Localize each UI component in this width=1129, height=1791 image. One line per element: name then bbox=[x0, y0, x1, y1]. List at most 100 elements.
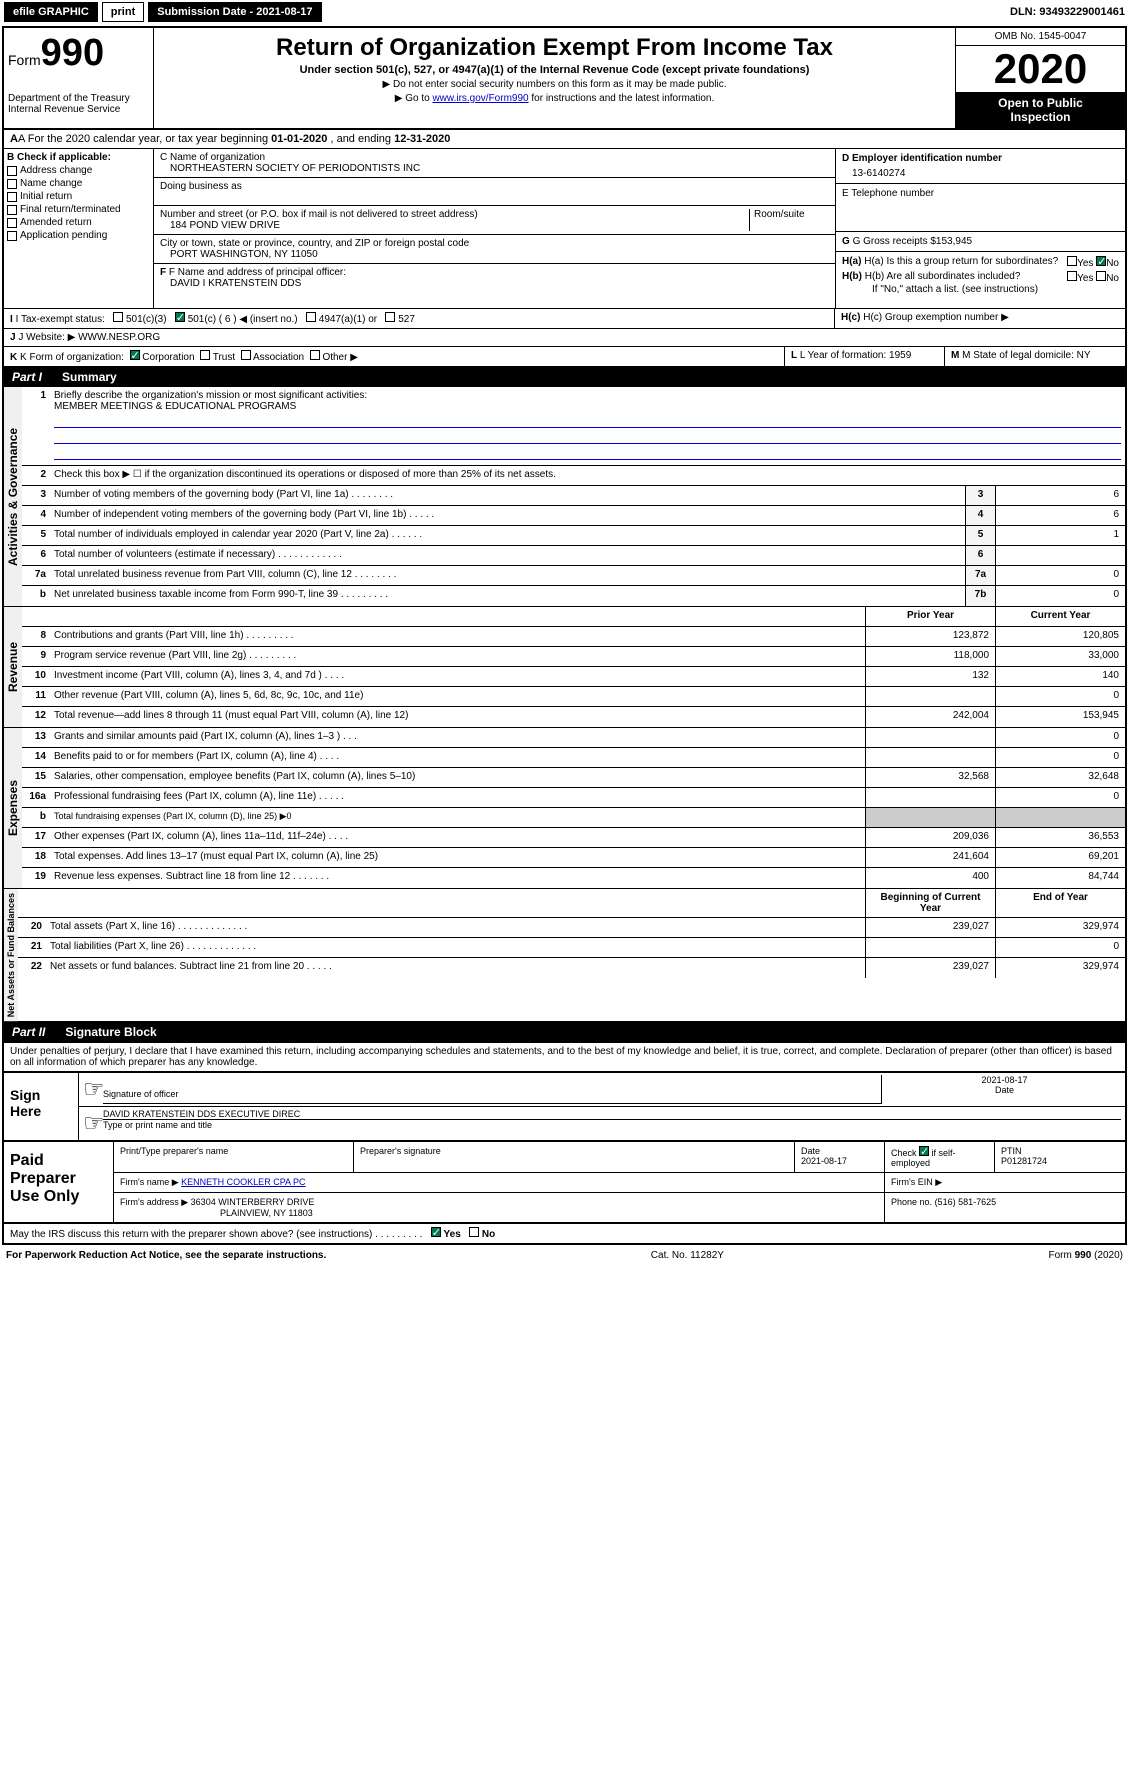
b-checkbox[interactable] bbox=[7, 179, 17, 189]
revenue-label: Revenue bbox=[4, 607, 22, 727]
discuss-yes-checkbox[interactable] bbox=[431, 1227, 441, 1237]
expenses-section: Expenses 13Grants and similar amounts pa… bbox=[4, 728, 1125, 889]
part1-header: Part I Summary bbox=[4, 367, 1125, 387]
public-inspection: Open to Public Inspection bbox=[956, 92, 1125, 128]
trust-checkbox[interactable] bbox=[200, 350, 210, 360]
col-c: C Name of organization NORTHEASTERN SOCI… bbox=[154, 149, 835, 308]
self-employed-checkbox[interactable] bbox=[919, 1146, 929, 1156]
527-checkbox[interactable] bbox=[385, 312, 395, 322]
hb-yes-checkbox[interactable] bbox=[1067, 271, 1077, 281]
year-block: OMB No. 1545-0047 2020 Open to Public In… bbox=[955, 28, 1125, 128]
discuss-row: May the IRS discuss this return with the… bbox=[4, 1224, 1125, 1243]
summary-line: 10Investment income (Part VIII, column (… bbox=[22, 667, 1125, 687]
efile-label: efile GRAPHIC bbox=[4, 2, 98, 22]
corp-checkbox[interactable] bbox=[130, 350, 140, 360]
summary-line: bTotal fundraising expenses (Part IX, co… bbox=[22, 808, 1125, 828]
state-domicile: NY bbox=[1077, 350, 1091, 361]
ptin: P01281724 bbox=[1001, 1156, 1119, 1166]
group-return-row: H(a) H(a) Is this a group return for sub… bbox=[836, 252, 1125, 299]
sign-date: 2021-08-17 bbox=[888, 1075, 1121, 1085]
mission-text: MEMBER MEETINGS & EDUCATIONAL PROGRAMS bbox=[54, 401, 296, 412]
form-header: Form990 Department of the Treasury Inter… bbox=[4, 28, 1125, 130]
b-checkbox[interactable] bbox=[7, 166, 17, 176]
row-i: I I Tax-exempt status: 501(c)(3) 501(c) … bbox=[4, 309, 1125, 329]
preparer-date: 2021-08-17 bbox=[801, 1156, 878, 1166]
b-item-label: Initial return bbox=[20, 191, 72, 202]
firm-name-link[interactable]: KENNETH COOKLER CPA PC bbox=[181, 1177, 305, 1187]
section-bcd: B Check if applicable: Address changeNam… bbox=[4, 149, 1125, 309]
discuss-no-checkbox[interactable] bbox=[469, 1227, 479, 1237]
gross-receipts-row: G G Gross receipts $153,945 bbox=[836, 232, 1125, 252]
sign-here-label: Sign Here bbox=[4, 1073, 79, 1140]
summary-line: 15Salaries, other compensation, employee… bbox=[22, 768, 1125, 788]
summary-line: 7aTotal unrelated business revenue from … bbox=[22, 566, 1125, 586]
assoc-checkbox[interactable] bbox=[241, 350, 251, 360]
form-word: Form bbox=[8, 52, 41, 68]
expenses-label: Expenses bbox=[4, 728, 22, 888]
ha-no-checkbox[interactable] bbox=[1096, 256, 1106, 266]
b-checkbox[interactable] bbox=[7, 231, 17, 241]
revenue-section: Revenue Prior Year Current Year 8Contrib… bbox=[4, 607, 1125, 728]
summary-line: 14Benefits paid to or for members (Part … bbox=[22, 748, 1125, 768]
paid-preparer-section: Paid Preparer Use Only Print/Type prepar… bbox=[4, 1142, 1125, 1224]
summary-line: 6Total number of volunteers (estimate if… bbox=[22, 546, 1125, 566]
b-checkbox[interactable] bbox=[7, 205, 17, 215]
other-checkbox[interactable] bbox=[310, 350, 320, 360]
summary-line: 11Other revenue (Part VIII, column (A), … bbox=[22, 687, 1125, 707]
netassets-label: Net Assets or Fund Balances bbox=[4, 889, 18, 1021]
officer-row: F F Name and address of principal office… bbox=[154, 264, 835, 308]
city-state-zip: PORT WASHINGTON, NY 11050 bbox=[160, 249, 829, 260]
addr-row: Number and street (or P.O. box if mail i… bbox=[154, 206, 835, 235]
phone-row: E Telephone number bbox=[836, 184, 1125, 232]
current-year-header: Current Year bbox=[995, 607, 1125, 626]
irs-gov-link[interactable]: www.irs.gov/Form990 bbox=[432, 93, 528, 104]
print-button[interactable]: print bbox=[102, 2, 144, 22]
b-header: B Check if applicable: bbox=[7, 152, 150, 163]
title-block: Return of Organization Exempt From Incom… bbox=[154, 28, 955, 128]
end-header: End of Year bbox=[995, 889, 1125, 917]
dba-row: Doing business as bbox=[154, 178, 835, 206]
dln-label: DLN: 93493229001461 bbox=[1010, 6, 1125, 18]
summary-line: 20Total assets (Part X, line 16) . . . .… bbox=[18, 918, 1125, 938]
sign-section: Sign Here ☞ Signature of officer 2021-08… bbox=[4, 1071, 1125, 1142]
summary-line: 5Total number of individuals employed in… bbox=[22, 526, 1125, 546]
hb-no-checkbox[interactable] bbox=[1096, 271, 1106, 281]
netassets-section: Net Assets or Fund Balances Beginning of… bbox=[4, 889, 1125, 1022]
col-b: B Check if applicable: Address changeNam… bbox=[4, 149, 154, 308]
summary-line: 4Number of independent voting members of… bbox=[22, 506, 1125, 526]
submission-date: Submission Date - 2021-08-17 bbox=[148, 2, 321, 22]
org-name: NORTHEASTERN SOCIETY OF PERIODONTISTS IN… bbox=[160, 163, 829, 174]
b-checkbox[interactable] bbox=[7, 192, 17, 202]
summary-line: 3Number of voting members of the governi… bbox=[22, 486, 1125, 506]
page-footer: For Paperwork Reduction Act Notice, see … bbox=[0, 1247, 1129, 1264]
officer-sig-name: DAVID KRATENSTEIN DDS EXECUTIVE DIREC bbox=[103, 1109, 1121, 1120]
omb-number: OMB No. 1545-0047 bbox=[956, 28, 1125, 46]
col-d: D Employer identification number 13-6140… bbox=[835, 149, 1125, 308]
501c3-checkbox[interactable] bbox=[113, 312, 123, 322]
firm-phone: (516) 581-7625 bbox=[935, 1197, 997, 1207]
ein-row: D Employer identification number 13-6140… bbox=[836, 149, 1125, 184]
gross-receipts: 153,945 bbox=[936, 236, 972, 247]
street-address: 184 POND VIEW DRIVE bbox=[160, 220, 749, 231]
city-row: City or town, state or province, country… bbox=[154, 235, 835, 264]
ein: 13-6140274 bbox=[842, 164, 1119, 179]
summary-line: 12Total revenue—add lines 8 through 11 (… bbox=[22, 707, 1125, 727]
governance-label: Activities & Governance bbox=[4, 387, 22, 606]
summary-line: 19Revenue less expenses. Subtract line 1… bbox=[22, 868, 1125, 888]
ha-yes-checkbox[interactable] bbox=[1067, 256, 1077, 266]
b-checkbox[interactable] bbox=[7, 218, 17, 228]
b-item-label: Amended return bbox=[20, 217, 92, 228]
summary-line: 18Total expenses. Add lines 13–17 (must … bbox=[22, 848, 1125, 868]
summary-line: 21Total liabilities (Part X, line 26) . … bbox=[18, 938, 1125, 958]
4947-checkbox[interactable] bbox=[306, 312, 316, 322]
efile-header: efile GRAPHIC print Submission Date - 20… bbox=[0, 0, 1129, 24]
summary-line: 17Other expenses (Part IX, column (A), l… bbox=[22, 828, 1125, 848]
ssn-warning: ▶ Do not enter social security numbers o… bbox=[160, 79, 949, 90]
501c-checkbox[interactable] bbox=[175, 312, 185, 322]
dept-treasury: Department of the Treasury bbox=[8, 93, 149, 104]
officer-name: DAVID I KRATENSTEIN DDS bbox=[160, 278, 829, 289]
form-frame: Form990 Department of the Treasury Inter… bbox=[2, 26, 1127, 1245]
summary-line: 16aProfessional fundraising fees (Part I… bbox=[22, 788, 1125, 808]
form-title: Return of Organization Exempt From Incom… bbox=[160, 34, 949, 62]
b-item-label: Application pending bbox=[20, 230, 107, 241]
